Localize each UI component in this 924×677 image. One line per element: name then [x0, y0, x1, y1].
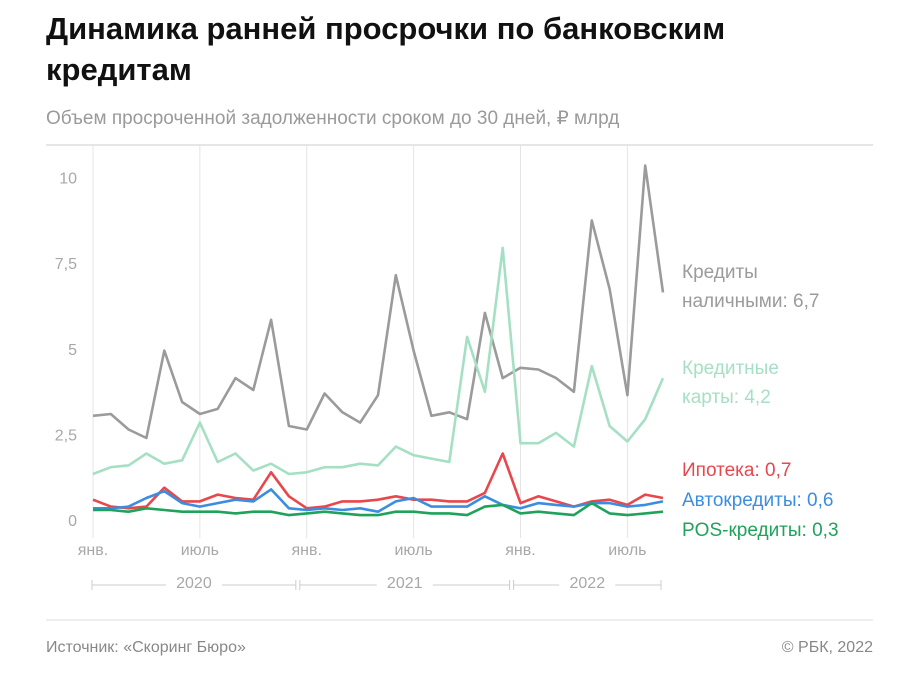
year-label: 2021	[387, 575, 423, 592]
chart-subtitle: Объем просроченной задолженности сроком …	[46, 108, 619, 129]
x-tick-label: янв.	[292, 542, 322, 559]
series-line	[92, 246, 665, 476]
y-tick-label: 0	[68, 513, 77, 530]
series-label: Кредитные	[682, 358, 779, 379]
x-tick-label: янв.	[505, 542, 535, 559]
copyright: © РБК, 2022	[782, 639, 873, 656]
y-tick-label: 5	[68, 342, 77, 359]
source: Источник: «Скоринг Бюро»	[46, 639, 246, 656]
series-line	[93, 488, 664, 513]
series-label: Кредиты	[682, 262, 758, 283]
y-tick-label: 7,5	[55, 256, 77, 273]
y-tick-label: 10	[59, 170, 77, 187]
series-label: карты: 4,2	[682, 387, 771, 408]
x-tick-label: июль	[181, 542, 219, 559]
x-tick-label: янв.	[78, 542, 108, 559]
chart-title: Динамика ранней просрочки по банковским	[46, 11, 725, 46]
year-label: 2020	[176, 575, 212, 592]
series-line	[92, 164, 665, 440]
year-label: 2022	[570, 575, 606, 592]
chart-title: кредитам	[46, 52, 192, 87]
series-label: Автокредиты: 0,6	[682, 490, 833, 511]
series-label: POS-кредиты: 0,3	[682, 520, 839, 541]
x-tick-label: июль	[394, 542, 432, 559]
series-line	[93, 501, 664, 517]
x-tick-label: июль	[608, 542, 646, 559]
series-label: наличными: 6,7	[682, 291, 819, 312]
series-label: Ипотека: 0,7	[682, 460, 791, 481]
y-tick-label: 2,5	[55, 428, 77, 445]
